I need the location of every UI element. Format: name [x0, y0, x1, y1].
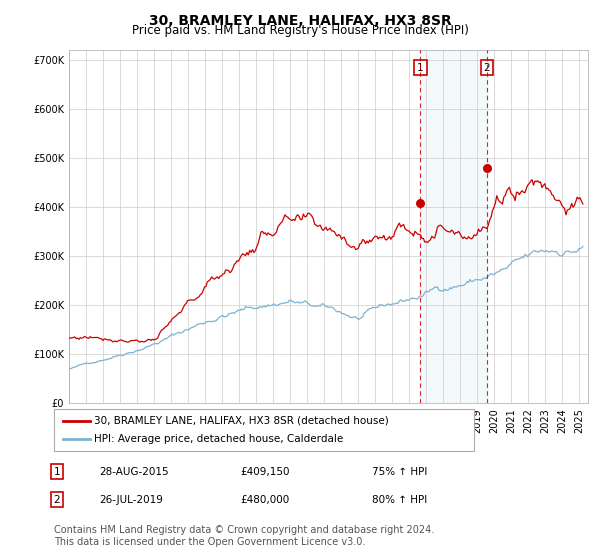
Text: 2: 2	[484, 63, 490, 73]
Text: 1: 1	[53, 466, 61, 477]
Text: Contains HM Land Registry data © Crown copyright and database right 2024.
This d: Contains HM Land Registry data © Crown c…	[54, 525, 434, 547]
Text: £480,000: £480,000	[240, 494, 289, 505]
Text: 30, BRAMLEY LANE, HALIFAX, HX3 8SR (detached house): 30, BRAMLEY LANE, HALIFAX, HX3 8SR (deta…	[94, 416, 389, 426]
Point	[416, 198, 425, 207]
Text: 28-AUG-2015: 28-AUG-2015	[99, 466, 169, 477]
Text: 75% ↑ HPI: 75% ↑ HPI	[372, 466, 427, 477]
Text: 30, BRAMLEY LANE, HALIFAX, HX3 8SR: 30, BRAMLEY LANE, HALIFAX, HX3 8SR	[149, 14, 451, 28]
Bar	[421, 50, 487, 403]
Text: HPI: Average price, detached house, Calderdale: HPI: Average price, detached house, Cald…	[94, 434, 343, 444]
Text: 2: 2	[53, 494, 61, 505]
Text: 26-JUL-2019: 26-JUL-2019	[99, 494, 163, 505]
Text: Price paid vs. HM Land Registry's House Price Index (HPI): Price paid vs. HM Land Registry's House …	[131, 24, 469, 37]
Text: 80% ↑ HPI: 80% ↑ HPI	[372, 494, 427, 505]
Point	[482, 164, 491, 172]
Text: £409,150: £409,150	[240, 466, 290, 477]
Text: 1: 1	[417, 63, 424, 73]
